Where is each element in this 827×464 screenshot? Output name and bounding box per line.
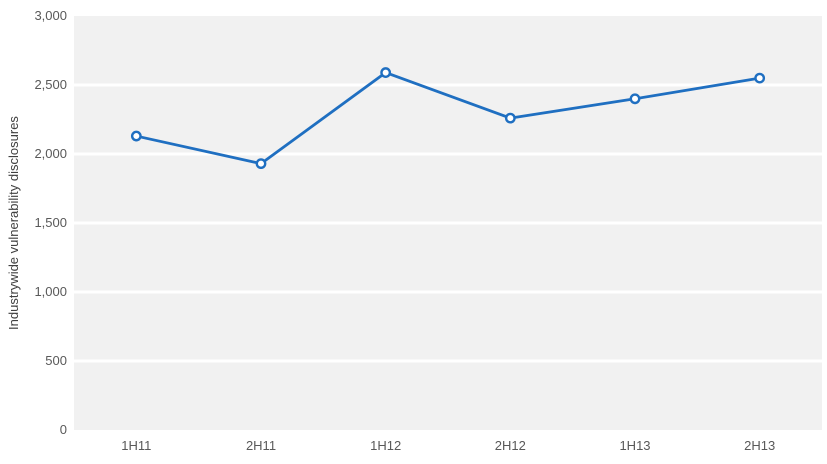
x-tick-label-1H12: 1H12 xyxy=(370,438,402,453)
x-tick-label-2H11: 2H11 xyxy=(245,438,277,453)
x-tick-label-2H12: 2H12 xyxy=(494,438,526,453)
x-tick-label-1H13: 1H13 xyxy=(619,438,651,453)
x-tick-label-2H13: 2H13 xyxy=(744,438,776,453)
y-tick-label-3000: 3,000 xyxy=(34,8,67,23)
data-point-marker-2H13 xyxy=(754,72,766,84)
plot-area xyxy=(74,16,822,430)
data-point-marker-2H11 xyxy=(255,158,267,170)
y-axis-tick-labels: 0 500 1,000 1,500 2,000 2,500 3,000 xyxy=(0,0,67,464)
data-point-marker-1H12 xyxy=(380,67,392,78)
series-line xyxy=(134,71,762,166)
x-tick-label-1H11: 1H11 xyxy=(121,438,152,453)
data-point-marker-2H12 xyxy=(504,112,516,124)
y-tick-label-1500: 1,500 xyxy=(34,215,67,230)
data-point-marker-1H11 xyxy=(130,130,142,142)
y-tick-label-2500: 2,500 xyxy=(34,77,67,92)
y-tick-label-0: 0 xyxy=(59,422,67,437)
x-axis-tick-labels: 1H11 2H11 1H12 2H12 1H13 2H13 xyxy=(0,438,827,458)
y-tick-label-500: 500 xyxy=(45,353,67,368)
y-tick-label-1000: 1,000 xyxy=(34,284,67,299)
data-point-marker-1H13 xyxy=(629,93,641,105)
y-tick-label-2000: 2,000 xyxy=(34,146,67,161)
